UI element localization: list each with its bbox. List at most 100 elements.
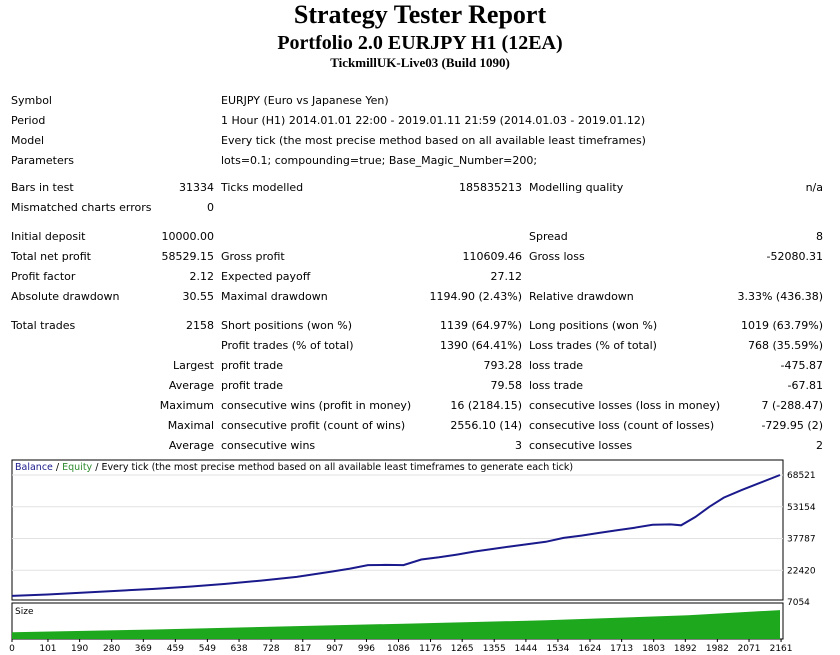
- maximum-wins-value: 16 (2184.15): [450, 399, 522, 412]
- maxdd-value: 1194.90 (2.43%): [429, 290, 522, 303]
- ltrades-label: Loss trades (% of total): [529, 339, 657, 352]
- x-tick-label: 459: [167, 644, 184, 654]
- profitfactor-label: Profit factor: [11, 270, 76, 283]
- y-tick-label: 37787: [787, 535, 816, 545]
- model-value: Every tick (the most precise method base…: [221, 134, 646, 147]
- netprofit-value: 58529.15: [161, 250, 215, 263]
- absdd-value: 30.55: [182, 290, 215, 303]
- short-label: Short positions (won %): [221, 319, 353, 332]
- long-value: 1019 (63.79%): [740, 319, 823, 332]
- report-subtitle: Portfolio 2.0 EURJPY H1 (12EA): [277, 32, 563, 54]
- mismatch-value: 0: [207, 201, 214, 214]
- mismatch-label: Mismatched charts errors: [11, 201, 152, 214]
- x-tick-label: 1982: [706, 644, 729, 654]
- x-tick-label: 280: [103, 644, 120, 654]
- y-tick-label: 7054: [787, 598, 810, 608]
- period-value: 1 Hour (H1) 2014.01.01 22:00 - 2019.01.1…: [221, 114, 646, 127]
- x-tick-label: 190: [71, 644, 88, 654]
- model-label: Model: [11, 134, 45, 147]
- maximum-losses-label: consecutive losses (loss in money): [529, 399, 721, 412]
- x-tick-label: 1803: [642, 644, 665, 654]
- main-chart-frame: [11, 459, 784, 601]
- largest-loss-label: loss trade: [529, 359, 584, 372]
- symbol-label: Symbol: [11, 94, 52, 107]
- payoff-label: Expected payoff: [221, 270, 311, 283]
- grossprofit-value: 110609.46: [462, 250, 523, 263]
- average-wins-value: 3: [515, 439, 522, 452]
- ptrades-value: 1390 (64.41%): [439, 339, 522, 352]
- x-tick-label: 1086: [387, 644, 410, 654]
- x-tick-label: 817: [294, 644, 311, 654]
- quality-label: Modelling quality: [529, 181, 624, 194]
- x-tick-label: 638: [230, 644, 247, 654]
- reldd-label: Relative drawdown: [529, 290, 634, 303]
- ticks-label: Ticks modelled: [221, 181, 304, 194]
- trades-value: 2158: [186, 319, 214, 332]
- ticks-value: 185835213: [459, 181, 522, 194]
- x-tick-label: 1176: [419, 644, 442, 654]
- x-tick-label: 369: [135, 644, 152, 654]
- spread-label: Spread: [529, 230, 568, 243]
- ptrades-label: Profit trades (% of total): [221, 339, 354, 352]
- maximum-losses-value: 7 (-288.47): [761, 399, 823, 412]
- average-losses-label: consecutive losses: [529, 439, 633, 452]
- x-tick-label: 1355: [483, 644, 506, 654]
- x-tick-label: 1444: [514, 644, 537, 654]
- x-tick-label: 1892: [674, 644, 697, 654]
- x-tick-label: 2071: [738, 644, 761, 654]
- y-tick-label: 53154: [787, 503, 816, 513]
- average-loss-value: -67.81: [787, 379, 823, 392]
- legend-sep1: /: [53, 462, 62, 473]
- trades-label: Total trades: [11, 319, 76, 332]
- short-value: 1139 (64.97%): [439, 319, 522, 332]
- average-loss-label: loss trade: [529, 379, 584, 392]
- payoff-value: 27.12: [490, 270, 523, 283]
- deposit-value: 10000.00: [161, 230, 215, 243]
- x-tick-label: 1713: [610, 644, 633, 654]
- absdd-label: Absolute drawdown: [11, 290, 120, 303]
- largest-label: Largest: [173, 359, 214, 372]
- size-area: [12, 610, 780, 639]
- grossloss-value: -52080.31: [766, 250, 823, 263]
- legend: Balance / Equity / Every tick (the most …: [15, 462, 573, 473]
- x-tick-label: 0: [9, 644, 15, 654]
- spread-value: 8: [816, 230, 823, 243]
- legend-sep2: /: [92, 462, 101, 473]
- legend-tick: Every tick (the most precise method base…: [101, 462, 573, 473]
- average-label: Average: [168, 379, 214, 392]
- y-tick-label: 68521: [787, 471, 816, 481]
- profitfactor-value: 2.12: [189, 270, 215, 283]
- report-title: Strategy Tester Report: [293, 0, 547, 29]
- x-tick-label: 996: [358, 644, 375, 654]
- long-label: Long positions (won %): [529, 319, 658, 332]
- balance-chart: 68521 53154 37787 22420 7054 0 101 190 280 369 45…: [9, 459, 816, 654]
- deposit-label: Initial deposit: [11, 230, 86, 243]
- y-tick-label: 22420: [787, 566, 816, 576]
- grossprofit-label: Gross profit: [221, 250, 285, 263]
- netprofit-label: Total net profit: [11, 250, 91, 263]
- largest-profit-label: profit trade: [221, 359, 284, 372]
- server-label: TickmillUK-Live03 (Build 1090): [330, 55, 510, 70]
- average-losses-value: 2: [816, 439, 823, 452]
- period-label: Period: [11, 114, 46, 127]
- x-tick-label: 549: [199, 644, 216, 654]
- x-tick-label: 1534: [546, 644, 569, 654]
- legend-equity: Equity: [62, 462, 92, 473]
- maximum-label: Maximum: [159, 399, 214, 412]
- largest-profit-value: 793.28: [483, 359, 523, 372]
- average-wins-label: consecutive wins: [221, 439, 316, 452]
- parameters-value: lots=0.1; compounding=true; Base_Magic_N…: [221, 154, 538, 167]
- symbol-value: EURJPY (Euro vs Japanese Yen): [221, 94, 389, 107]
- reldd-value: 3.33% (436.38): [737, 290, 823, 303]
- quality-value: n/a: [805, 181, 823, 194]
- maxdd-label: Maximal drawdown: [221, 290, 328, 303]
- size-label: Size: [15, 607, 34, 617]
- maximal-profit-label: consecutive profit (count of wins): [221, 419, 406, 432]
- x-tick-label: 907: [326, 644, 343, 654]
- maximal-profit-value: 2556.10 (14): [450, 419, 522, 432]
- bars-value: 31334: [179, 181, 214, 194]
- average-profit-label: profit trade: [221, 379, 284, 392]
- average-consecutive-label: Average: [168, 439, 214, 452]
- maximal-loss-label: consecutive loss (count of losses): [529, 419, 715, 432]
- largest-loss-value: -475.87: [780, 359, 823, 372]
